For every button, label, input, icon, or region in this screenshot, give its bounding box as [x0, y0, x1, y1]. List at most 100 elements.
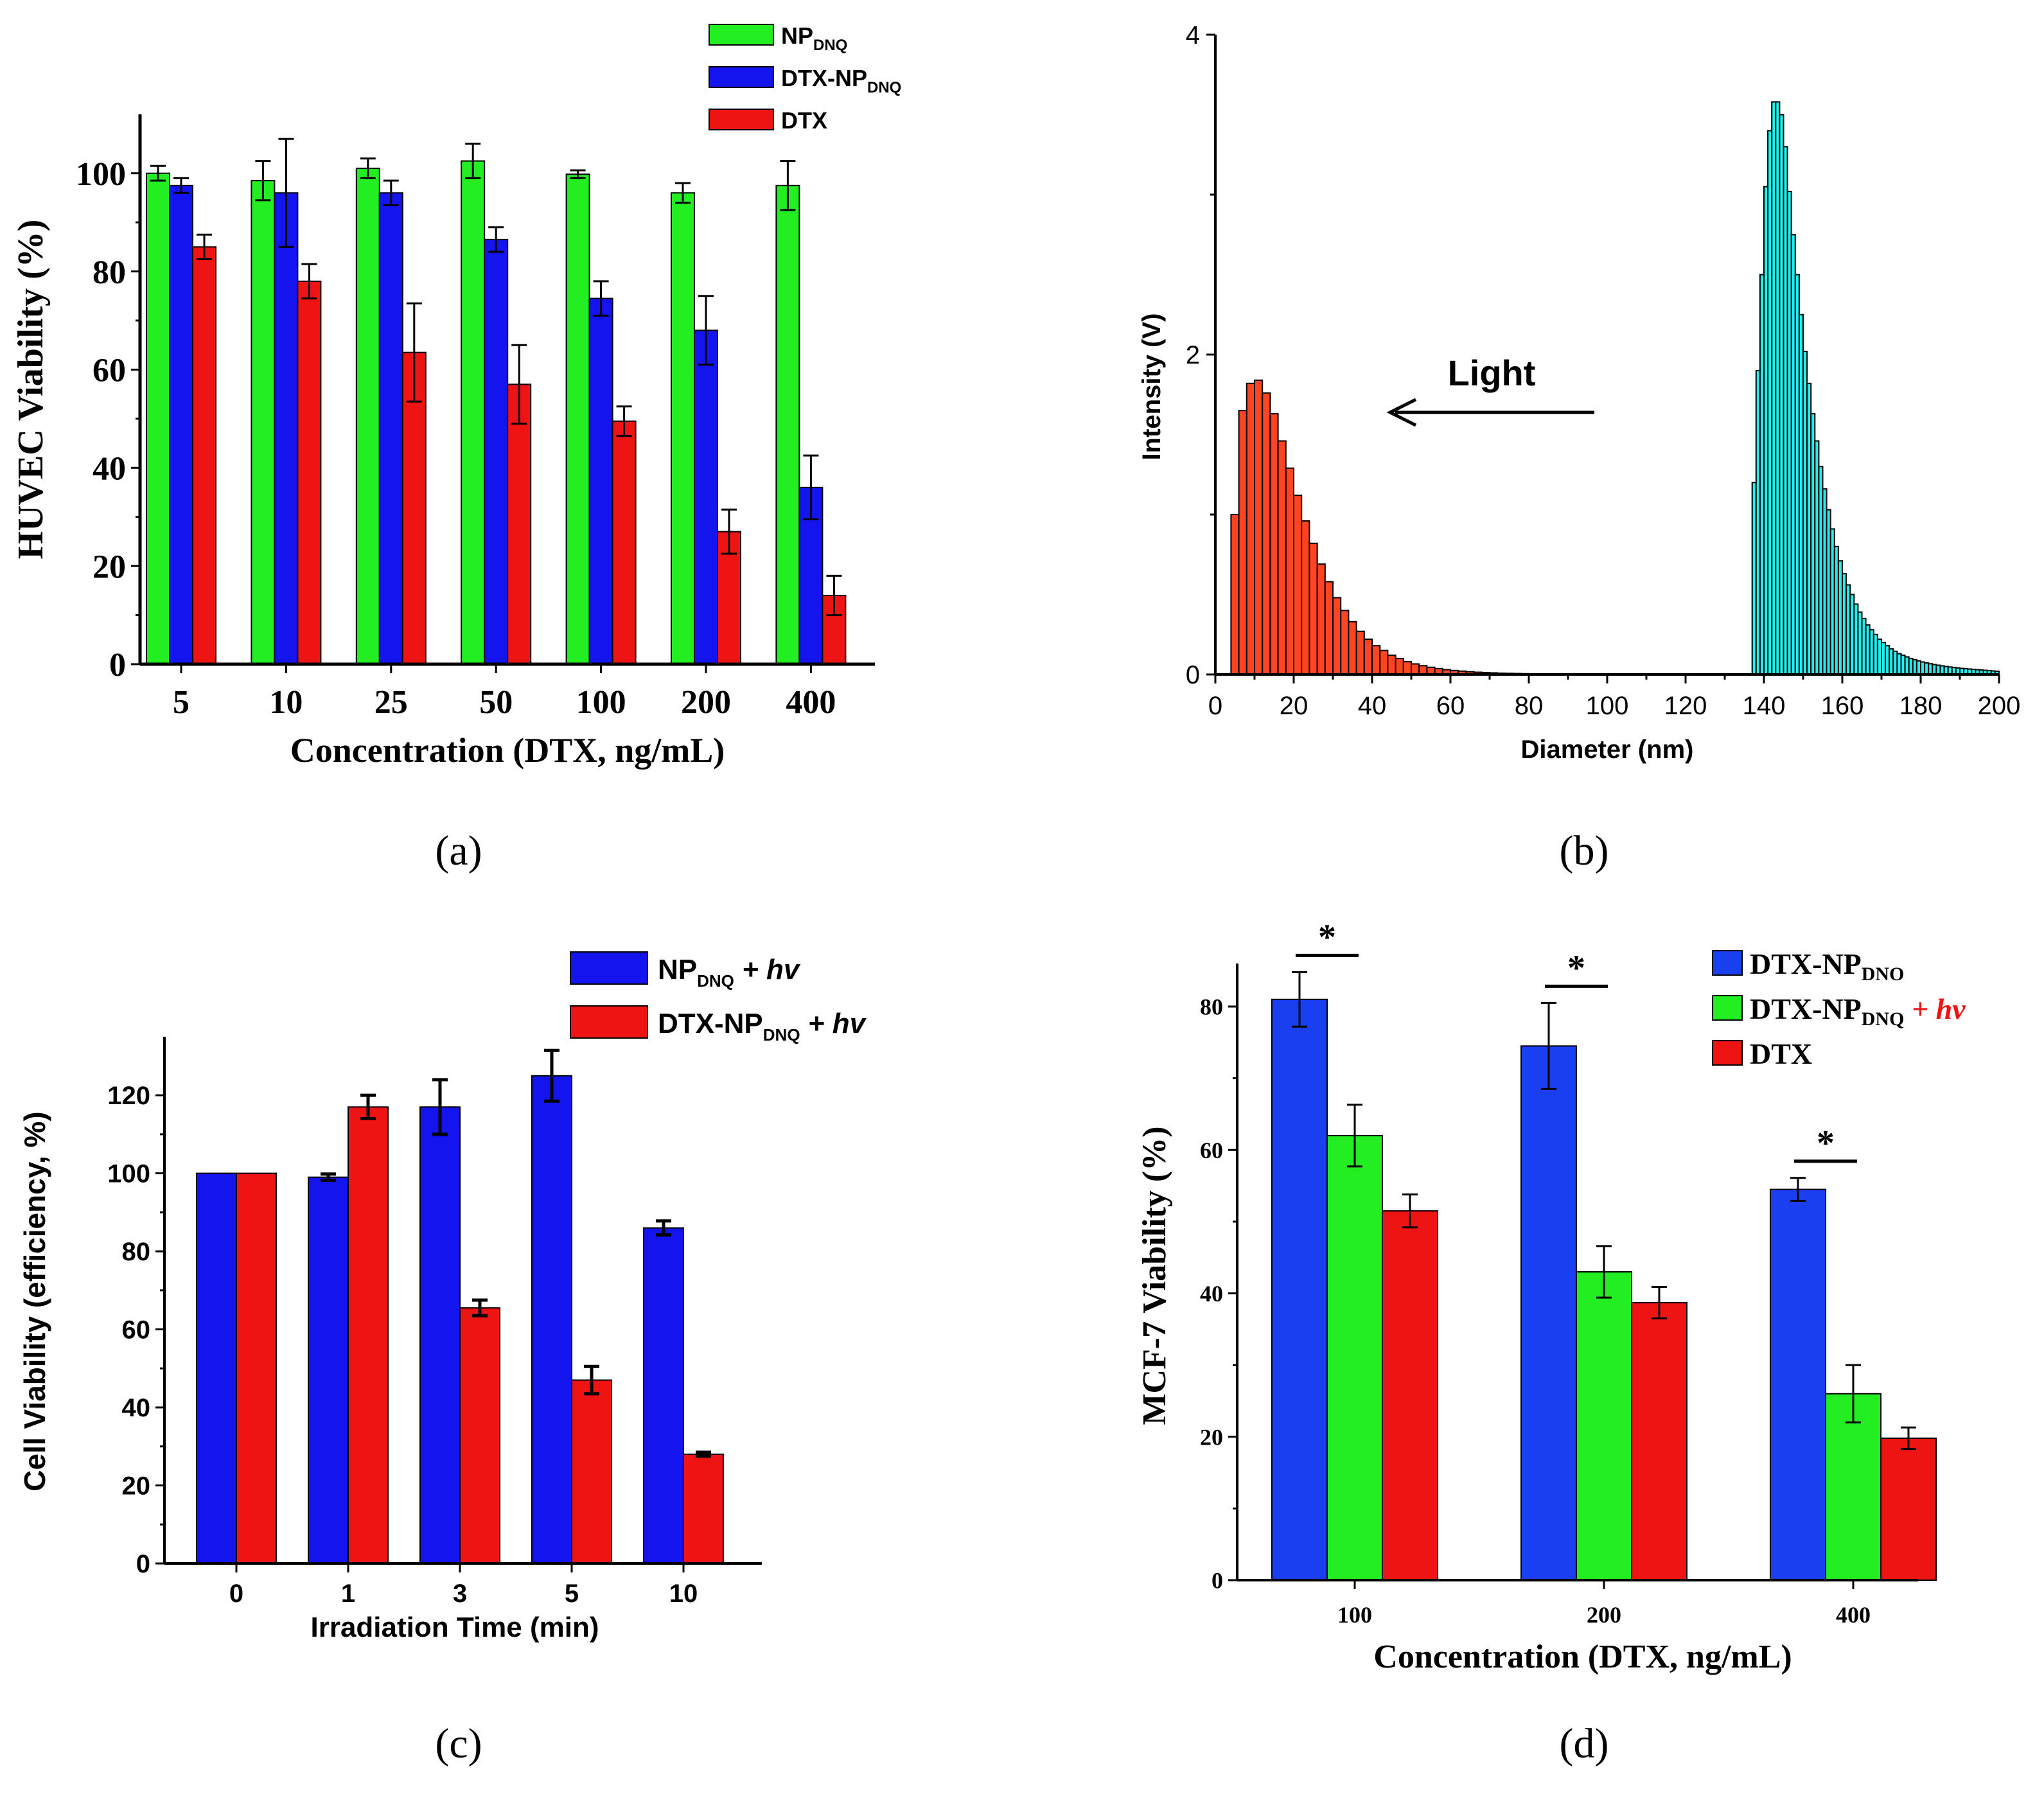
d-significance-star-200: * [1567, 948, 1585, 988]
a-bar-dtx-400 [822, 595, 847, 665]
a-error-bar-npdnq-5 [150, 164, 166, 182]
a-error-bar-dtx-npdnq-5 [173, 177, 189, 194]
c-bar-npdnq-hv-0 [196, 1172, 237, 1565]
d-error-bar-dtx-npdnq-hv-400 [1846, 1364, 1861, 1423]
c-x-tick-label-0: 0 [229, 1580, 243, 1608]
b-hist-bar-after-light-30 [1332, 597, 1342, 675]
a-error-bar-dtx-25 [406, 302, 422, 403]
d-significance-star-100: * [1318, 917, 1336, 957]
b-hist-bar-after-light-8 [1246, 382, 1256, 675]
c-error-bar-dtx-npdnq-hv-5 [584, 1364, 599, 1396]
a-bar-dtx-npdnq-200 [694, 330, 718, 665]
d-bar-dtx-400 [1880, 1437, 1937, 1581]
a-error-bar-dtx-npdnq-10 [278, 137, 294, 248]
d-bar-dtx-100 [1382, 1210, 1438, 1581]
d-bar-dtx-npdnq-hv-100 [1326, 1134, 1383, 1581]
b-light-arrow [1386, 398, 1594, 427]
d-bar-dtx-npdnq-hv-200 [1576, 1271, 1632, 1581]
b-x-tick-label-160: 160 [1821, 692, 1864, 720]
d-x-tick-label-400: 400 [1836, 1602, 1871, 1628]
d-y-tick-label-40: 40 [1200, 1281, 1223, 1307]
b-x-tick-label-120: 120 [1664, 692, 1707, 720]
c-error-bar-npdnq-hv-5 [544, 1048, 559, 1103]
c-error-bar-dtx-npdnq-hv-1 [360, 1093, 376, 1121]
a-y-tick-label-80: 80 [93, 254, 126, 291]
a-legend-label-np-dnq: NPDNQ [781, 22, 847, 54]
d-y-tick-label-60: 60 [1200, 1138, 1223, 1163]
panel-a-hucev-viability-chart: 0 20 40 60 80 100 5 10 25 50 100 200 400 HUVEC Viab… [11, 22, 901, 874]
d-bar-dtx-npdno-400 [1770, 1188, 1826, 1581]
b-x-tick-label-20: 20 [1280, 692, 1308, 720]
b-y-tick-label-2: 2 [1186, 341, 1200, 369]
c-y-tick-label-40: 40 [122, 1394, 151, 1422]
d-legend-swatch-dtx-np-dno [1712, 950, 1743, 976]
c-y-tick-label-120: 120 [107, 1082, 150, 1110]
b-x-tick-label-80: 80 [1515, 692, 1544, 720]
c-x-tick-label-3: 3 [453, 1580, 467, 1608]
d-x-axis-label: Concentration (DTX, ng/mL) [1373, 1639, 1792, 1675]
d-error-bar-dtx-npdnq-hv-200 [1596, 1245, 1612, 1299]
c-bar-npdnq-hv-10 [643, 1227, 684, 1564]
d-bar-dtx-npdno-200 [1520, 1045, 1577, 1581]
a-x-tick-label-400: 400 [786, 684, 836, 721]
c-legend-swatch-dtx-np-dnq-hv [570, 1005, 648, 1039]
b-hist-bar-after-light-34 [1348, 621, 1357, 676]
a-legend-swatch-dtx [709, 109, 774, 130]
b-hist-bar-after-light-46 [1395, 658, 1404, 675]
a-error-bar-dtx-50 [511, 344, 527, 425]
c-x-tick-label-5: 5 [565, 1580, 579, 1608]
d-error-bar-dtx-npdno-100 [1292, 971, 1307, 1028]
d-error-bar-dtx-400 [1901, 1426, 1916, 1450]
a-bar-dtx-npdnq-10 [274, 192, 299, 665]
d-bar-dtx-npdno-100 [1271, 998, 1328, 1581]
b-hist-bar-after-light-38 [1363, 638, 1373, 675]
b-x-tick-label-100: 100 [1586, 692, 1629, 720]
b-panel-label: (b) [1560, 827, 1609, 874]
a-bar-dtx-npdnq-100 [588, 297, 613, 665]
d-significance-star-400: * [1817, 1123, 1835, 1163]
c-error-bar-npdnq-hv-10 [656, 1219, 671, 1237]
b-hist-bar-after-light-48 [1402, 661, 1413, 675]
c-legend-label-dtx-np-dnq-hv: DTX-NPDNQ + hv [658, 1008, 867, 1044]
c-bar-dtx-npdnq-hv-5 [571, 1379, 612, 1565]
b-hist-bar-after-light-42 [1379, 649, 1389, 676]
d-y-axis-label: MCF-7 Viability (%) [1136, 1126, 1173, 1425]
d-x-tick-label-200: 200 [1587, 1602, 1621, 1628]
d-error-bar-dtx-npdnq-hv-100 [1347, 1104, 1362, 1168]
a-panel-label: (a) [435, 827, 482, 874]
c-y-tick-label-100: 100 [107, 1160, 150, 1188]
b-y-tick-label-0: 0 [1186, 661, 1200, 689]
c-legend: NPDNQ + hv DTX-NPDNQ + hv [570, 951, 867, 1044]
a-bar-npdnq-25 [355, 168, 380, 665]
a-error-bar-dtx-5 [197, 233, 212, 260]
a-error-bar-dtx-npdnq-100 [593, 280, 609, 317]
b-x-axis-label: Diameter (nm) [1521, 735, 1694, 764]
a-y-tick-label-60: 60 [93, 353, 126, 389]
a-x-tick-label-25: 25 [374, 684, 408, 721]
b-hist-bar-after-light-36 [1355, 630, 1365, 676]
b-x-tick-label-40: 40 [1358, 692, 1387, 720]
a-error-bar-dtx-400 [826, 574, 842, 617]
a-x-tick-label-10: 10 [269, 684, 303, 721]
a-error-bar-dtx-100 [616, 405, 632, 437]
d-y-tick-label-80: 80 [1200, 994, 1223, 1020]
b-hist-bar-after-light-50 [1411, 663, 1420, 676]
b-x-tick-label-60: 60 [1436, 692, 1465, 720]
a-error-bar-dtx-10 [301, 263, 317, 300]
c-bar-npdnq-hv-1 [308, 1176, 349, 1564]
c-y-tick-label-0: 0 [136, 1550, 150, 1578]
a-bar-npdnq-200 [671, 192, 695, 665]
c-error-bar-npdnq-hv-1 [321, 1172, 336, 1183]
c-bar-dtx-npdnq-hv-10 [683, 1453, 724, 1565]
d-error-bar-dtx-100 [1402, 1193, 1418, 1229]
a-x-tick-label-50: 50 [479, 684, 513, 721]
b-hist-bar-after-light-32 [1340, 610, 1350, 676]
c-y-tick-label-20: 20 [122, 1472, 151, 1501]
d-legend-label-dtx-np-dnq-hv: DTX-NPDNQ + hv [1750, 992, 1966, 1030]
b-hist-bar-after-light-14 [1269, 413, 1279, 675]
c-x-tick-label-1: 1 [341, 1580, 355, 1608]
panel-b-size-distribution-chart: 0 2 4 0 20 40 60 80 100 120 140 160 180 200 Intensit… [1138, 21, 2020, 874]
a-bar-dtx-npdnq-50 [484, 238, 509, 665]
a-error-bar-dtx-npdnq-50 [488, 226, 504, 253]
